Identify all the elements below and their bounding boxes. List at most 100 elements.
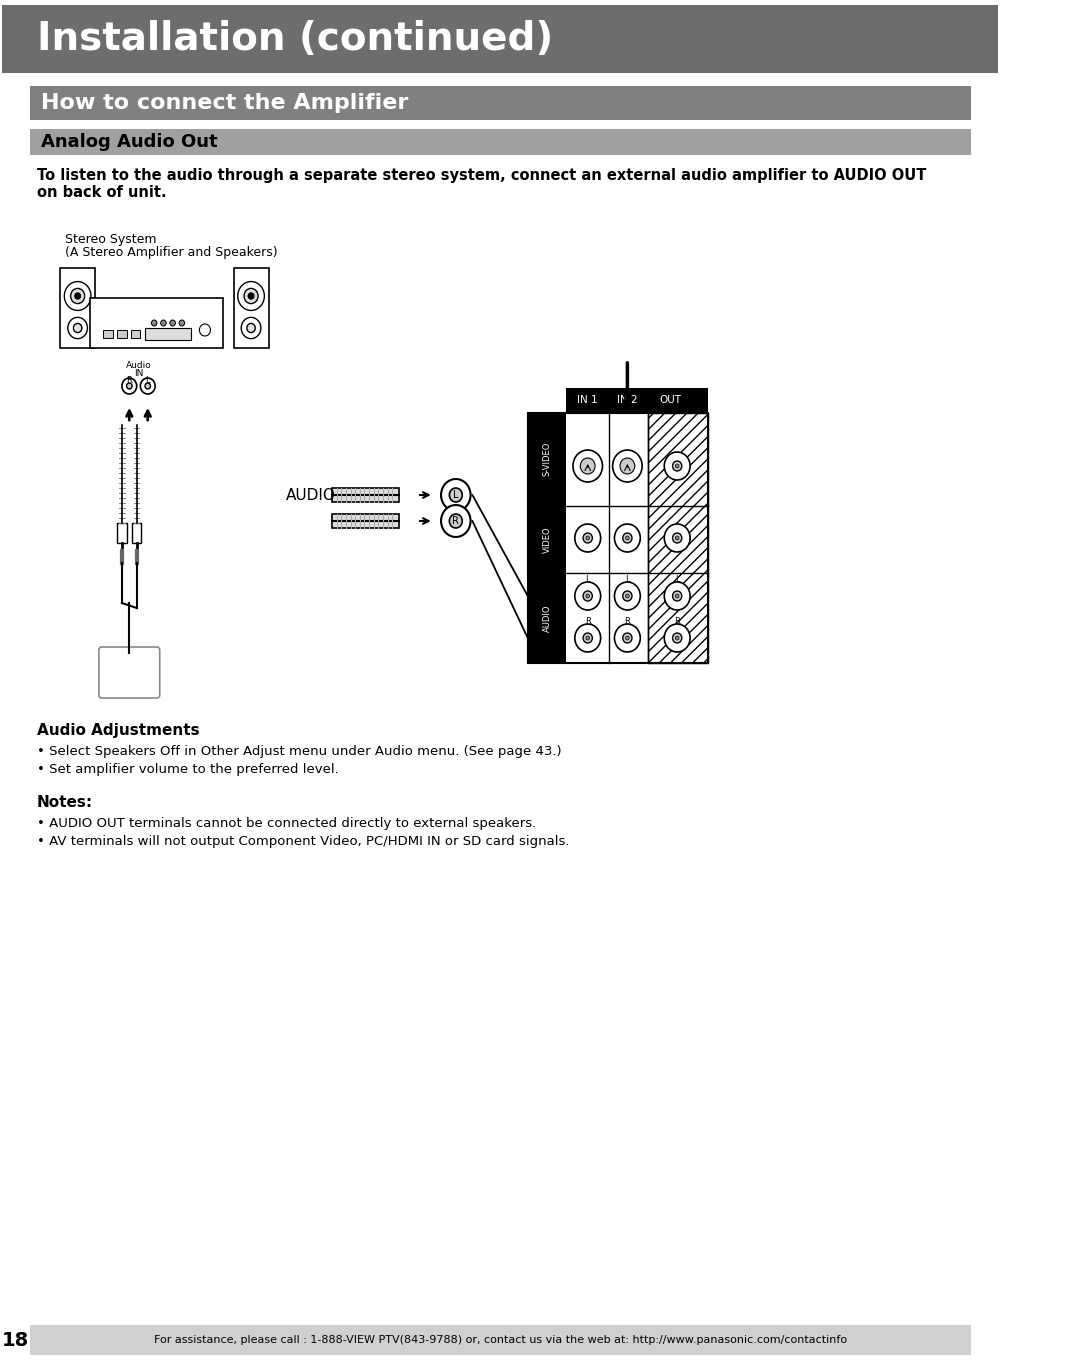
Bar	[648, 413, 707, 662]
Circle shape	[673, 533, 681, 542]
Text: Audio: Audio	[125, 361, 151, 369]
Circle shape	[161, 320, 166, 326]
Circle shape	[73, 323, 82, 333]
Circle shape	[612, 450, 643, 483]
Circle shape	[583, 592, 592, 601]
Text: How to connect the Amplifier: How to connect the Amplifier	[41, 93, 408, 113]
Circle shape	[241, 318, 261, 338]
Circle shape	[615, 582, 640, 611]
Text: R: R	[453, 517, 459, 526]
Circle shape	[664, 453, 690, 480]
Text: IN 1: IN 1	[578, 395, 598, 405]
Text: L: L	[625, 574, 630, 583]
Circle shape	[68, 318, 87, 338]
Circle shape	[664, 523, 690, 552]
Circle shape	[675, 536, 679, 540]
Circle shape	[675, 594, 679, 598]
Circle shape	[449, 488, 462, 502]
Circle shape	[675, 463, 679, 468]
Circle shape	[673, 632, 681, 643]
Circle shape	[575, 582, 600, 611]
Bar	[118, 523, 126, 542]
Circle shape	[583, 533, 592, 542]
Circle shape	[145, 383, 150, 388]
Text: IN: IN	[134, 369, 144, 378]
Text: Analog Audio Out: Analog Audio Out	[41, 134, 217, 151]
Circle shape	[625, 637, 630, 641]
Bar	[29, 129, 971, 155]
Text: R: R	[126, 376, 132, 384]
Bar	[131, 330, 140, 338]
Text: R: R	[584, 616, 591, 626]
Circle shape	[615, 523, 640, 552]
Circle shape	[248, 293, 254, 298]
Circle shape	[583, 632, 592, 643]
Circle shape	[620, 458, 635, 474]
Text: L: L	[675, 574, 679, 583]
Circle shape	[675, 637, 679, 641]
Text: S-VIDEO: S-VIDEO	[542, 442, 552, 477]
Circle shape	[170, 320, 175, 326]
Bar	[29, 1325, 971, 1355]
Circle shape	[140, 378, 156, 394]
Bar	[60, 269, 95, 348]
Text: Stereo System: Stereo System	[65, 233, 157, 245]
Circle shape	[625, 594, 630, 598]
Bar	[90, 298, 224, 348]
Circle shape	[623, 632, 632, 643]
Text: AUDIO: AUDIO	[542, 604, 552, 631]
Text: • Set amplifier volume to the preferred level.: • Set amplifier volume to the preferred …	[37, 763, 339, 776]
Text: AUDIO: AUDIO	[286, 488, 336, 503]
Bar	[145, 328, 191, 339]
Text: Installation (continued): Installation (continued)	[37, 20, 553, 59]
Circle shape	[575, 624, 600, 652]
Circle shape	[673, 461, 681, 472]
Text: • Select Speakers Off in Other Adjust menu under Audio menu. (See page 43.): • Select Speakers Off in Other Adjust me…	[37, 746, 562, 758]
Text: R: R	[624, 616, 631, 626]
Circle shape	[615, 624, 640, 652]
Text: L: L	[585, 574, 590, 583]
Text: To listen to the audio through a separate stereo system, connect an external aud: To listen to the audio through a separat…	[37, 168, 927, 183]
Text: Audio Adjustments: Audio Adjustments	[37, 722, 200, 737]
Bar	[528, 413, 567, 662]
Text: • AV terminals will not output Component Video, PC/HDMI IN or SD card signals.: • AV terminals will not output Component…	[37, 836, 569, 848]
Bar	[567, 388, 707, 413]
Circle shape	[70, 289, 84, 304]
Circle shape	[441, 478, 471, 511]
Circle shape	[623, 592, 632, 601]
Circle shape	[75, 293, 80, 298]
Bar	[118, 330, 126, 338]
Circle shape	[441, 506, 471, 537]
Bar	[648, 413, 707, 662]
Circle shape	[664, 582, 690, 611]
Text: 18: 18	[2, 1330, 29, 1349]
Text: OUT: OUT	[660, 395, 681, 405]
Text: Notes:: Notes:	[37, 795, 93, 810]
Circle shape	[151, 320, 157, 326]
Circle shape	[244, 289, 258, 304]
Circle shape	[585, 594, 590, 598]
Circle shape	[573, 450, 603, 483]
Circle shape	[200, 324, 211, 337]
Bar	[29, 86, 971, 120]
Bar	[2, 5, 998, 74]
Circle shape	[179, 320, 185, 326]
Circle shape	[585, 637, 590, 641]
Text: IN 2: IN 2	[617, 395, 637, 405]
FancyBboxPatch shape	[99, 647, 160, 698]
Circle shape	[238, 282, 265, 311]
Circle shape	[673, 592, 681, 601]
Circle shape	[625, 536, 630, 540]
Text: VIDEO: VIDEO	[542, 526, 552, 552]
Bar	[333, 488, 399, 502]
Text: L: L	[454, 491, 459, 500]
Text: • AUDIO OUT terminals cannot be connected directly to external speakers.: • AUDIO OUT terminals cannot be connecte…	[37, 816, 537, 830]
Bar	[528, 413, 707, 662]
Text: on back of unit.: on back of unit.	[37, 185, 166, 200]
Circle shape	[65, 282, 91, 311]
Circle shape	[664, 624, 690, 652]
Bar	[132, 523, 141, 542]
Circle shape	[449, 514, 462, 527]
Bar	[333, 514, 399, 527]
Circle shape	[585, 536, 590, 540]
